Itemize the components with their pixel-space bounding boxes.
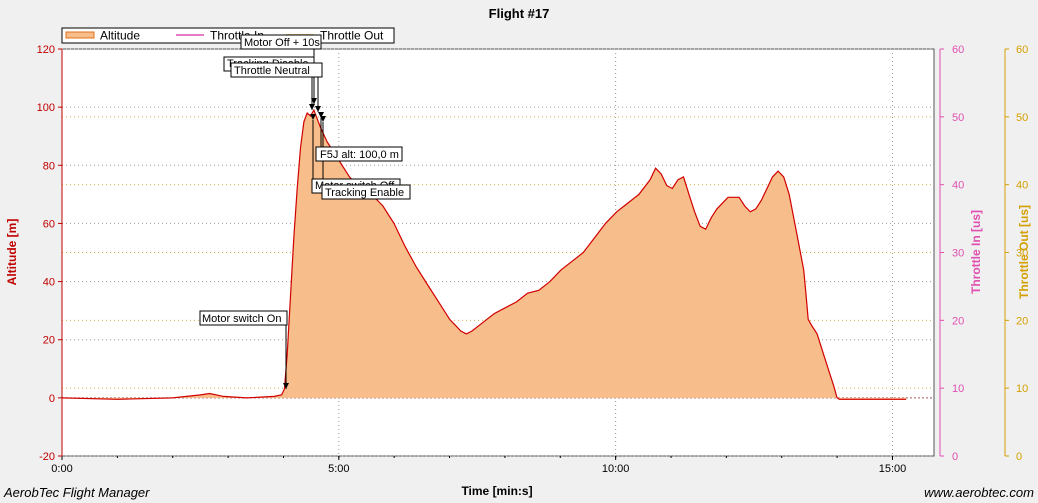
y-left-tick-label: 20 [43, 335, 55, 347]
annotation-label: Tracking Enable [325, 187, 404, 199]
y-left-tick-label: 80 [43, 160, 55, 172]
y-right2-tick-label: 10 [1016, 383, 1028, 395]
y-right1-axis-label: Throttle In [us] [969, 210, 983, 294]
footer-website: www.aerobtec.com [924, 485, 1034, 500]
y-right2-axis-label: Throttle Out [us] [1017, 205, 1031, 299]
chart-title: Flight #17 [489, 6, 550, 21]
y-right1-tick-label: 40 [952, 180, 964, 192]
x-tick-label: 0:00 [51, 463, 72, 475]
annotation-box [240, 34, 322, 50]
annotation-marker [315, 106, 321, 112]
annotation-marker [318, 112, 324, 118]
y-left-axis-ticks: -20 0 20 40 60 80 100 120 [37, 44, 62, 463]
y-right1-tick-label: 50 [952, 112, 964, 124]
annotation-marker [310, 114, 316, 120]
x-tick-label: 15:00 [879, 463, 907, 475]
annotation-marker [283, 383, 289, 389]
x-axis-ticks: 0:00 5:00 10:00 15:00 [51, 456, 906, 475]
y-left-tick-label: 40 [43, 277, 55, 289]
annotation-box [321, 184, 411, 200]
annotations-layer: Motor Off + 10sTracking DisableThrottle … [199, 34, 411, 389]
annotation-box [315, 146, 403, 162]
legend-label: Altitude [100, 29, 140, 43]
annotation-box [199, 310, 288, 326]
x-axis-label: Time [min:s] [461, 484, 532, 498]
y-right1-tick-label: 30 [952, 248, 964, 260]
x-tick-label: 10:00 [602, 463, 630, 475]
footer-app-name: AerobTec Flight Manager [3, 485, 150, 500]
annotation-label: Motor switch On [202, 313, 281, 325]
y-left-tick-label: -20 [39, 451, 55, 463]
y-right1-tick-label: 10 [952, 383, 964, 395]
y-right2-tick-label: 30 [1016, 248, 1028, 260]
annotation-marker [309, 104, 315, 110]
altitude-line [61, 108, 907, 400]
altitude-area [62, 110, 907, 400]
y-right2-axis-ticks: 0 10 20 30 40 50 60 [1005, 44, 1028, 463]
annotation-label: Throttle Neutral [234, 65, 310, 77]
y-right2-tick-label: 60 [1016, 44, 1028, 56]
y-right2-tick-label: 20 [1016, 315, 1028, 327]
annotation-marker [320, 116, 326, 122]
x-tick-label: 5:00 [328, 463, 349, 475]
y-right1-tick-label: 0 [952, 451, 958, 463]
y-left-tick-label: 60 [43, 218, 55, 230]
y-right2-tick-label: 50 [1016, 112, 1028, 124]
y-right1-tick-label: 60 [952, 44, 964, 56]
annotation-label: Motor Off + 10s [244, 37, 320, 49]
y-left-tick-label: 0 [49, 393, 55, 405]
y-right2-tick-label: 0 [1016, 451, 1022, 463]
y-left-axis-label: Altitude [m] [5, 219, 19, 286]
y-right1-tick-label: 20 [952, 315, 964, 327]
y-right1-axis-ticks: 0 10 20 30 40 50 60 [940, 44, 964, 463]
y-left-tick-label: 100 [37, 102, 55, 114]
legend-label: Throttle Out [320, 29, 384, 43]
annotation-box [230, 62, 323, 78]
legend: Altitude Throttle In Throttle Out [61, 27, 395, 44]
legend-swatch-altitude [65, 31, 95, 39]
y-right2-tick-label: 40 [1016, 180, 1028, 192]
y-left-tick-label: 120 [37, 44, 55, 56]
annotation-label: F5J alt: 100,0 m [320, 149, 399, 161]
series-layer [61, 108, 907, 400]
